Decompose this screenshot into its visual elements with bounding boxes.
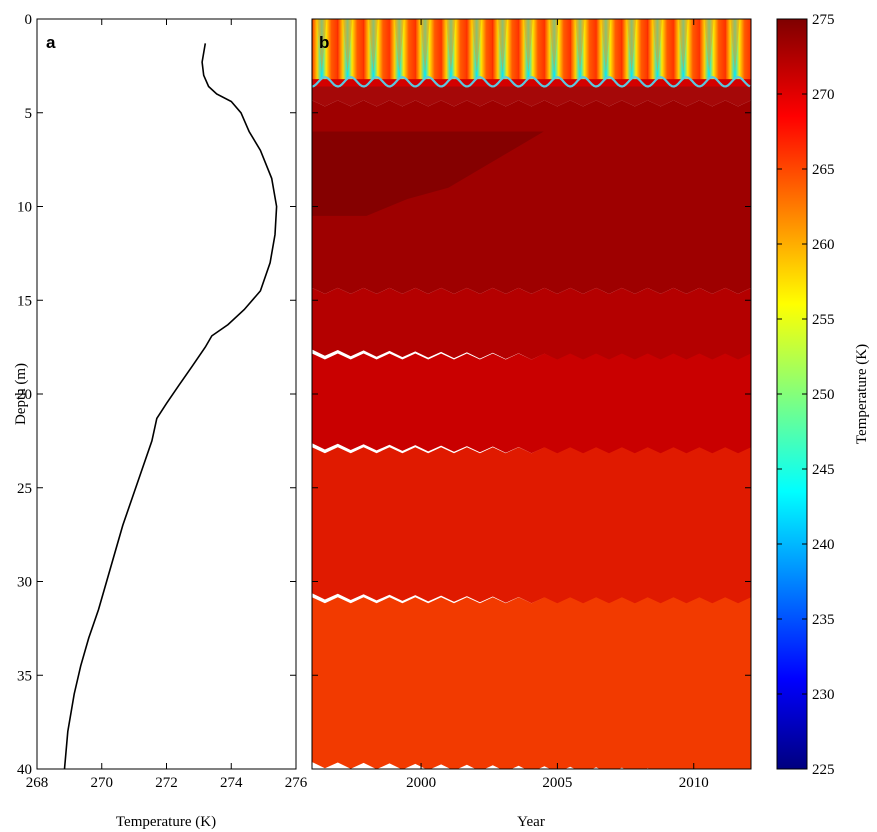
y-tick-label: 20: [17, 387, 32, 403]
panel-a-y-ticks: 0 5 10 15 20 25 30 35 40: [17, 12, 296, 778]
y-tick-label: 30: [17, 575, 32, 591]
colorbar-tick-label: 230: [812, 687, 835, 703]
x-tick-label: 2000: [406, 775, 436, 791]
seasonal-cold-wedge: [368, 19, 379, 74]
panel-a-x-ticks: 268 270 272 274 276: [26, 19, 308, 791]
panel-b-y-ticks: [312, 18, 751, 770]
y-tick-label: 35: [17, 668, 32, 684]
seasonal-cold-wedge: [678, 19, 688, 74]
colorbar-tick-label: 240: [812, 537, 835, 553]
y-tick-label: 40: [17, 762, 32, 778]
panel-a-plot-area: [36, 18, 297, 770]
panel-b-depth-time-heatmap: 2000 2005 2010 b Year: [311, 18, 752, 830]
y-tick-label: 15: [17, 293, 32, 309]
colorbar-tick-label: 225: [812, 762, 835, 778]
y-tick-label: 10: [17, 200, 32, 216]
seasonal-cold-wedge: [446, 19, 456, 74]
panel-a-x-axis-label: Temperature (K): [116, 814, 216, 830]
y-tick-label: 25: [17, 481, 32, 497]
x-tick-label: 2005: [542, 775, 572, 791]
x-tick-label: 276: [285, 775, 308, 791]
panel-a-letter: a: [46, 33, 56, 52]
seasonal-cold-wedge: [575, 19, 585, 74]
seasonal-cold-wedge: [317, 19, 327, 74]
heatmap-layer: [312, 287, 751, 364]
colorbar-tick-label: 250: [812, 387, 835, 403]
colorbar-tick-label: 235: [812, 612, 835, 628]
seasonal-cold-wedge: [523, 19, 533, 74]
seasonal-cold-wedge: [394, 19, 404, 74]
heatmap-layer: [312, 131, 544, 216]
colorbar: 225 230 235 240 245 250 255 260 265 270 275 Temper…: [776, 12, 870, 778]
seasonal-cold-wedge: [420, 19, 430, 74]
active-layer-boundary-line: [312, 75, 751, 88]
seasonal-cold-wedge: [472, 19, 482, 74]
seasonal-cold-wedge: [704, 19, 714, 74]
heatmap-seasonal-surface-band: [312, 19, 751, 87]
x-tick-label: 274: [220, 775, 243, 791]
panel-b-x-ticks: 2000 2005 2010: [406, 19, 709, 791]
heatmap-temperature-layers: [312, 77, 751, 769]
colorbar-tick-label: 255: [812, 312, 835, 328]
seasonal-cold-wedge: [627, 19, 637, 74]
colorbar-tick-label: 245: [812, 462, 835, 478]
seasonal-cold-wedge: [549, 19, 559, 74]
y-tick-label: 5: [25, 106, 33, 122]
colorbar-ticks: 225 230 235 240 245 250 255 260 265 270 275: [777, 12, 835, 778]
x-tick-label: 272: [155, 775, 178, 791]
y-tick-label: 0: [25, 12, 33, 28]
seasonal-cold-wedge: [343, 19, 353, 74]
colorbar-label: Temperature (K): [854, 344, 870, 444]
heatmap-layer: [312, 447, 751, 607]
heatmap-layer: [312, 353, 751, 457]
x-tick-label: 268: [26, 775, 49, 791]
seasonal-cold-wedge: [652, 19, 663, 74]
panel-b-x-axis-label: Year: [517, 814, 545, 830]
colorbar-tick-label: 270: [812, 87, 835, 103]
seasonal-cold-wedge: [601, 19, 611, 74]
temperature-profile-line: [63, 43, 278, 769]
panel-a-depth-profile: 268 270 272 274 276 0 5 10 15 20 25 30 35 40 a Tempe…: [13, 12, 308, 830]
x-tick-label: 270: [91, 775, 114, 791]
y-axis-label: Depth (m): [13, 363, 29, 425]
colorbar-tick-label: 265: [812, 162, 835, 178]
seasonal-cold-wedge: [497, 19, 508, 74]
x-tick-label: 2010: [679, 775, 709, 791]
seasonal-cold-wedge: [730, 19, 740, 74]
colorbar-tick-label: 275: [812, 12, 835, 28]
heatmap-layer: [312, 597, 751, 769]
panel-b-letter: b: [319, 33, 329, 52]
colorbar-tick-label: 260: [812, 237, 835, 253]
